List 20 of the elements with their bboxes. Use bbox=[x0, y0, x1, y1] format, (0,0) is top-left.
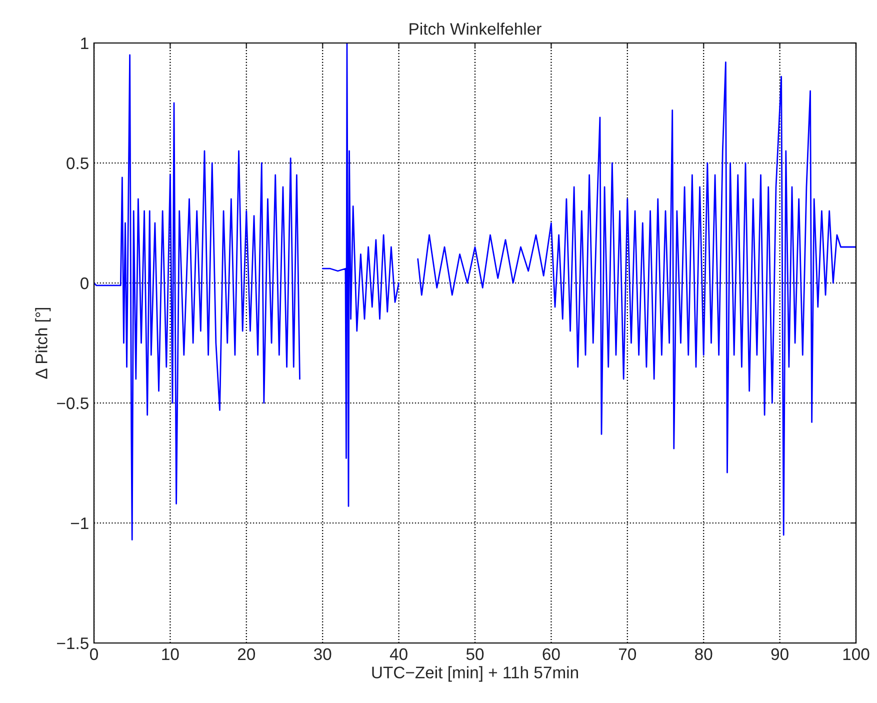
y-tick-label: −1 bbox=[70, 518, 88, 530]
x-tick-label: 50 bbox=[466, 648, 484, 660]
chart-title: Pitch Winkelfehler bbox=[410, 22, 542, 35]
y-tick-label: −1.5 bbox=[57, 638, 88, 650]
x-tick-label: 80 bbox=[695, 648, 712, 660]
x-tick-label: 60 bbox=[542, 648, 560, 660]
y-tick-label: 0 bbox=[80, 277, 88, 290]
x-tick-label: 20 bbox=[238, 648, 256, 660]
y-axis-title: Δ Pitch [°] bbox=[35, 308, 51, 379]
x-tick-label: 0 bbox=[90, 648, 98, 660]
x-tick-label: 30 bbox=[314, 648, 332, 660]
y-tick-label: −0.5 bbox=[57, 397, 88, 410]
x-tick-label: 70 bbox=[618, 648, 636, 660]
y-tick-label: 1 bbox=[81, 38, 88, 50]
x-tick-label: 90 bbox=[771, 648, 788, 660]
x-tick-label: 40 bbox=[390, 648, 408, 660]
y-tick-label: 0.5 bbox=[66, 157, 88, 170]
x-axis-title: UTC−Zeit [min] + 11h 57min bbox=[372, 666, 578, 682]
x-tick-label: 100 bbox=[843, 648, 870, 660]
x-tick-label: 10 bbox=[162, 648, 179, 660]
